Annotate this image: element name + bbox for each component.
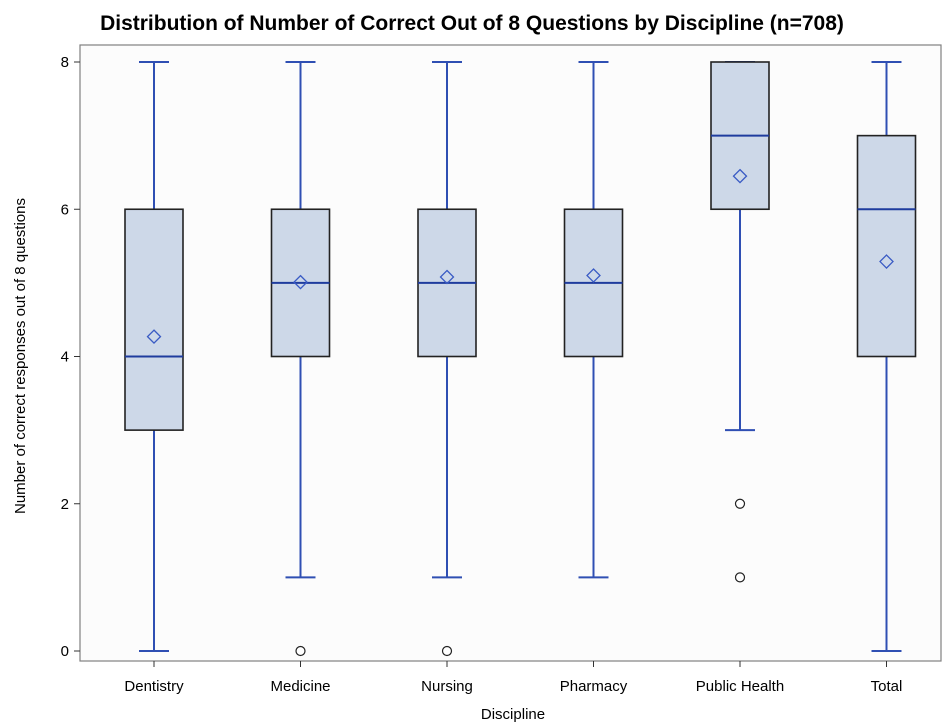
x-tick-label: Pharmacy — [560, 678, 628, 695]
mean-marker — [146, 329, 162, 345]
y-tick-label: 0 — [61, 643, 69, 660]
mean-marker — [732, 168, 748, 184]
x-tick-label: Dentistry — [124, 678, 184, 695]
x-tick-label: Public Health — [696, 678, 784, 695]
box-group — [856, 61, 917, 652]
mean-marker — [293, 274, 308, 290]
x-tick-label: Total — [871, 678, 903, 695]
y-tick-label: 8 — [61, 54, 69, 71]
outlier-point — [734, 572, 746, 583]
chart-title: Distribution of Number of Correct Out of… — [100, 12, 844, 35]
y-axis-label: Number of correct responses out of 8 que… — [12, 198, 29, 514]
box-group — [710, 61, 770, 583]
mean-marker — [879, 254, 894, 269]
outlier-point — [441, 645, 453, 657]
x-axis-label: Discipline — [481, 706, 545, 723]
box-group — [563, 61, 624, 579]
plot-area-frame — [79, 44, 942, 662]
outlier-point — [295, 645, 306, 657]
iqr-box — [124, 208, 184, 431]
mean-marker — [586, 268, 601, 283]
box-group — [124, 61, 184, 652]
y-tick-label: 4 — [61, 349, 69, 366]
outlier-point — [734, 498, 746, 509]
x-tick-label: Nursing — [421, 678, 473, 695]
box-group — [417, 61, 477, 657]
box-group — [270, 61, 331, 657]
y-tick-label: 2 — [61, 496, 69, 513]
x-tick-label: Medicine — [270, 678, 330, 695]
mean-marker — [439, 269, 455, 285]
y-tick-label: 6 — [61, 201, 69, 218]
iqr-box — [856, 134, 917, 358]
